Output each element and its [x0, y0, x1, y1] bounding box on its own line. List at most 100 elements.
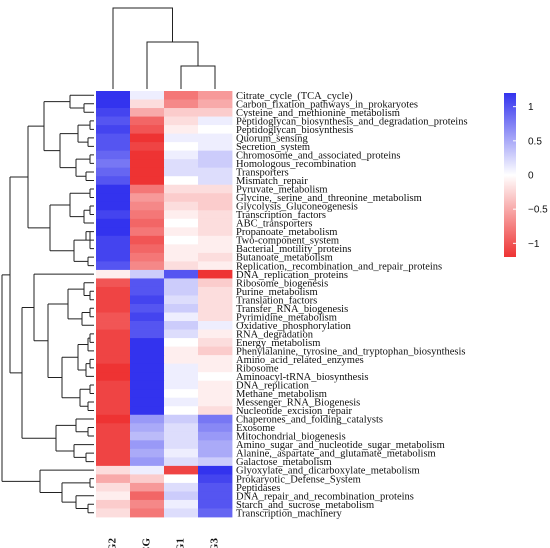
row-label: Transporters — [236, 168, 289, 179]
heatmap-cell — [96, 261, 131, 271]
heatmap-cell — [164, 406, 199, 416]
heatmap-cell — [96, 295, 131, 305]
heatmap-cell — [96, 133, 131, 143]
row-label: Chromosome_and_associated_proteins — [236, 151, 400, 162]
heatmap-cell — [130, 235, 165, 245]
heatmap-cell — [130, 482, 165, 492]
heatmap-cell — [130, 508, 165, 518]
row-label: DNA_replication — [236, 381, 310, 392]
heatmap-cell — [96, 116, 131, 126]
heatmap-cell — [96, 457, 131, 467]
color-legend: 1 0.5 0 −0.5 −1 — [504, 93, 548, 257]
heatmap-cell — [198, 159, 233, 169]
column-dendrogram-branches — [112, 7, 216, 89]
heatmap-cell — [198, 346, 233, 356]
heatmap-cell — [164, 372, 199, 382]
row-dendrogram-branches — [1, 94, 94, 514]
heatmap-cell — [164, 491, 199, 501]
heatmap-cell — [164, 355, 199, 365]
heatmap-cell — [164, 338, 199, 347]
heatmap-cell — [164, 457, 199, 467]
heatmap-cells — [96, 91, 233, 518]
heatmap-cell — [96, 448, 131, 458]
row-label: Mitochondrial_biogenesis — [236, 432, 346, 443]
heatmap-cell — [198, 116, 233, 126]
heatmap-cell — [164, 201, 199, 211]
heatmap-cell — [198, 372, 233, 382]
heatmap-cell — [96, 142, 131, 152]
row-label: Glyoxylate_and_dicarboxylate_metabolism — [236, 466, 420, 477]
row-label: Propanoate_metabolism — [236, 227, 337, 238]
heatmap-cell — [130, 244, 165, 254]
row-label: Mismatch_repair — [236, 176, 308, 187]
heatmap-cell — [96, 108, 131, 117]
heatmap-cell — [130, 329, 165, 339]
heatmap-cell — [198, 91, 233, 100]
heatmap-cell — [198, 218, 233, 228]
heatmap-cell — [96, 184, 131, 194]
heatmap-cell — [164, 269, 199, 279]
heatmap-cell — [96, 406, 131, 416]
heatmap-cell — [164, 508, 199, 518]
heatmap-cell — [96, 499, 131, 509]
heatmap-cell — [96, 346, 131, 356]
heatmap-cell — [164, 329, 199, 339]
heatmap-cell — [130, 338, 165, 347]
heatmap-cell — [198, 482, 233, 492]
heatmap-cell — [198, 440, 233, 450]
heatmap-cell — [198, 184, 233, 194]
heatmap-cell — [164, 389, 199, 399]
heatmap-cell — [164, 167, 199, 177]
heatmap-cell — [164, 397, 199, 407]
row-label: Purine_metabolism — [236, 287, 318, 298]
heatmap-cell — [198, 269, 233, 279]
heatmap-cell — [198, 474, 233, 484]
heatmap-cell — [164, 286, 199, 296]
heatmap-cell — [130, 491, 165, 501]
heatmap-cell — [198, 167, 233, 177]
row-label: RNA_degradation — [236, 329, 314, 340]
row-label: DNA_repair_and_recombination_proteins — [236, 491, 414, 502]
heatmap-cell — [130, 150, 165, 160]
row-label: Transcription_factors — [236, 210, 326, 221]
heatmap-cell — [198, 389, 233, 399]
row-label: Carbon_fixation_pathways_in_prokaryotes — [236, 99, 418, 110]
heatmap-cell — [130, 389, 165, 399]
heatmap-cell — [130, 142, 165, 152]
heatmap-cell — [130, 99, 165, 109]
heatmap-cell — [198, 499, 233, 509]
heatmap-cell — [130, 116, 165, 126]
heatmap-cell — [130, 167, 165, 177]
heatmap-cell — [96, 278, 131, 288]
heatmap-cell — [164, 346, 199, 356]
heatmap-cell — [96, 167, 131, 177]
heatmap-cell — [164, 261, 199, 271]
heatmap-cell — [198, 176, 233, 186]
row-label: Nucleotide_excision_repair — [236, 406, 353, 417]
row-label: Chaperones_and_folding_catalysts — [236, 415, 383, 426]
row-label: Amino_acid_related_enzymes — [236, 355, 364, 366]
heatmap-cell — [130, 159, 165, 169]
heatmap-cell — [164, 235, 199, 245]
heatmap-cell — [130, 261, 165, 271]
row-label: Cysteine_and_methionine_metabolism — [236, 108, 400, 119]
heatmap-cell — [130, 397, 165, 407]
legend-tick-label: 0.5 — [528, 136, 542, 147]
heatmap-cell — [130, 423, 165, 433]
heatmap-cell — [164, 116, 199, 126]
row-label: Transcription_machinery — [236, 508, 343, 519]
heatmap-cell — [164, 227, 199, 237]
heatmap-cell — [130, 91, 165, 100]
heatmap-cell — [198, 278, 233, 288]
heatmap-cell — [164, 125, 199, 134]
heatmap-cell — [96, 201, 131, 211]
legend-tick-label: −0.5 — [528, 205, 548, 216]
heatmap-cell — [198, 355, 233, 365]
heatmap-cell — [164, 474, 199, 484]
row-label: Transfer_RNA_biogenesis — [236, 304, 348, 315]
row-label: Secretion_system — [236, 142, 310, 153]
heatmap-cell — [96, 218, 131, 228]
legend-tick-label: −1 — [528, 239, 540, 250]
heatmap-cell — [164, 431, 199, 441]
row-labels: Citrate_cycle_(TCA_cycle)Carbon_fixation… — [236, 91, 468, 519]
